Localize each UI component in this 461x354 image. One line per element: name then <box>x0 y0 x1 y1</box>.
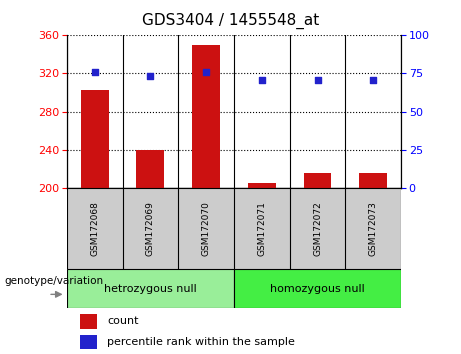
Bar <box>67 269 234 308</box>
Text: GDS3404 / 1455548_at: GDS3404 / 1455548_at <box>142 12 319 29</box>
Bar <box>248 183 276 188</box>
Bar <box>80 314 97 329</box>
Bar <box>192 45 220 188</box>
Point <box>258 77 266 82</box>
Text: GSM172070: GSM172070 <box>201 201 211 256</box>
Text: GSM172071: GSM172071 <box>257 201 266 256</box>
Bar <box>359 173 387 188</box>
Point <box>314 77 321 82</box>
Point <box>202 69 210 75</box>
Text: GSM172068: GSM172068 <box>90 201 99 256</box>
Text: percentile rank within the sample: percentile rank within the sample <box>107 337 295 347</box>
Text: count: count <box>107 316 138 326</box>
Text: GSM172073: GSM172073 <box>369 201 378 256</box>
Bar <box>80 335 97 349</box>
Bar <box>81 90 109 188</box>
Text: hetrozygous null: hetrozygous null <box>104 284 197 293</box>
Text: GSM172069: GSM172069 <box>146 201 155 256</box>
Text: genotype/variation: genotype/variation <box>5 276 104 286</box>
Text: homozygous null: homozygous null <box>270 284 365 293</box>
Text: GSM172072: GSM172072 <box>313 201 322 256</box>
Bar <box>304 173 331 188</box>
Bar <box>234 269 401 308</box>
Bar <box>136 149 164 188</box>
Point <box>370 77 377 82</box>
Point <box>91 69 98 75</box>
Point <box>147 74 154 79</box>
